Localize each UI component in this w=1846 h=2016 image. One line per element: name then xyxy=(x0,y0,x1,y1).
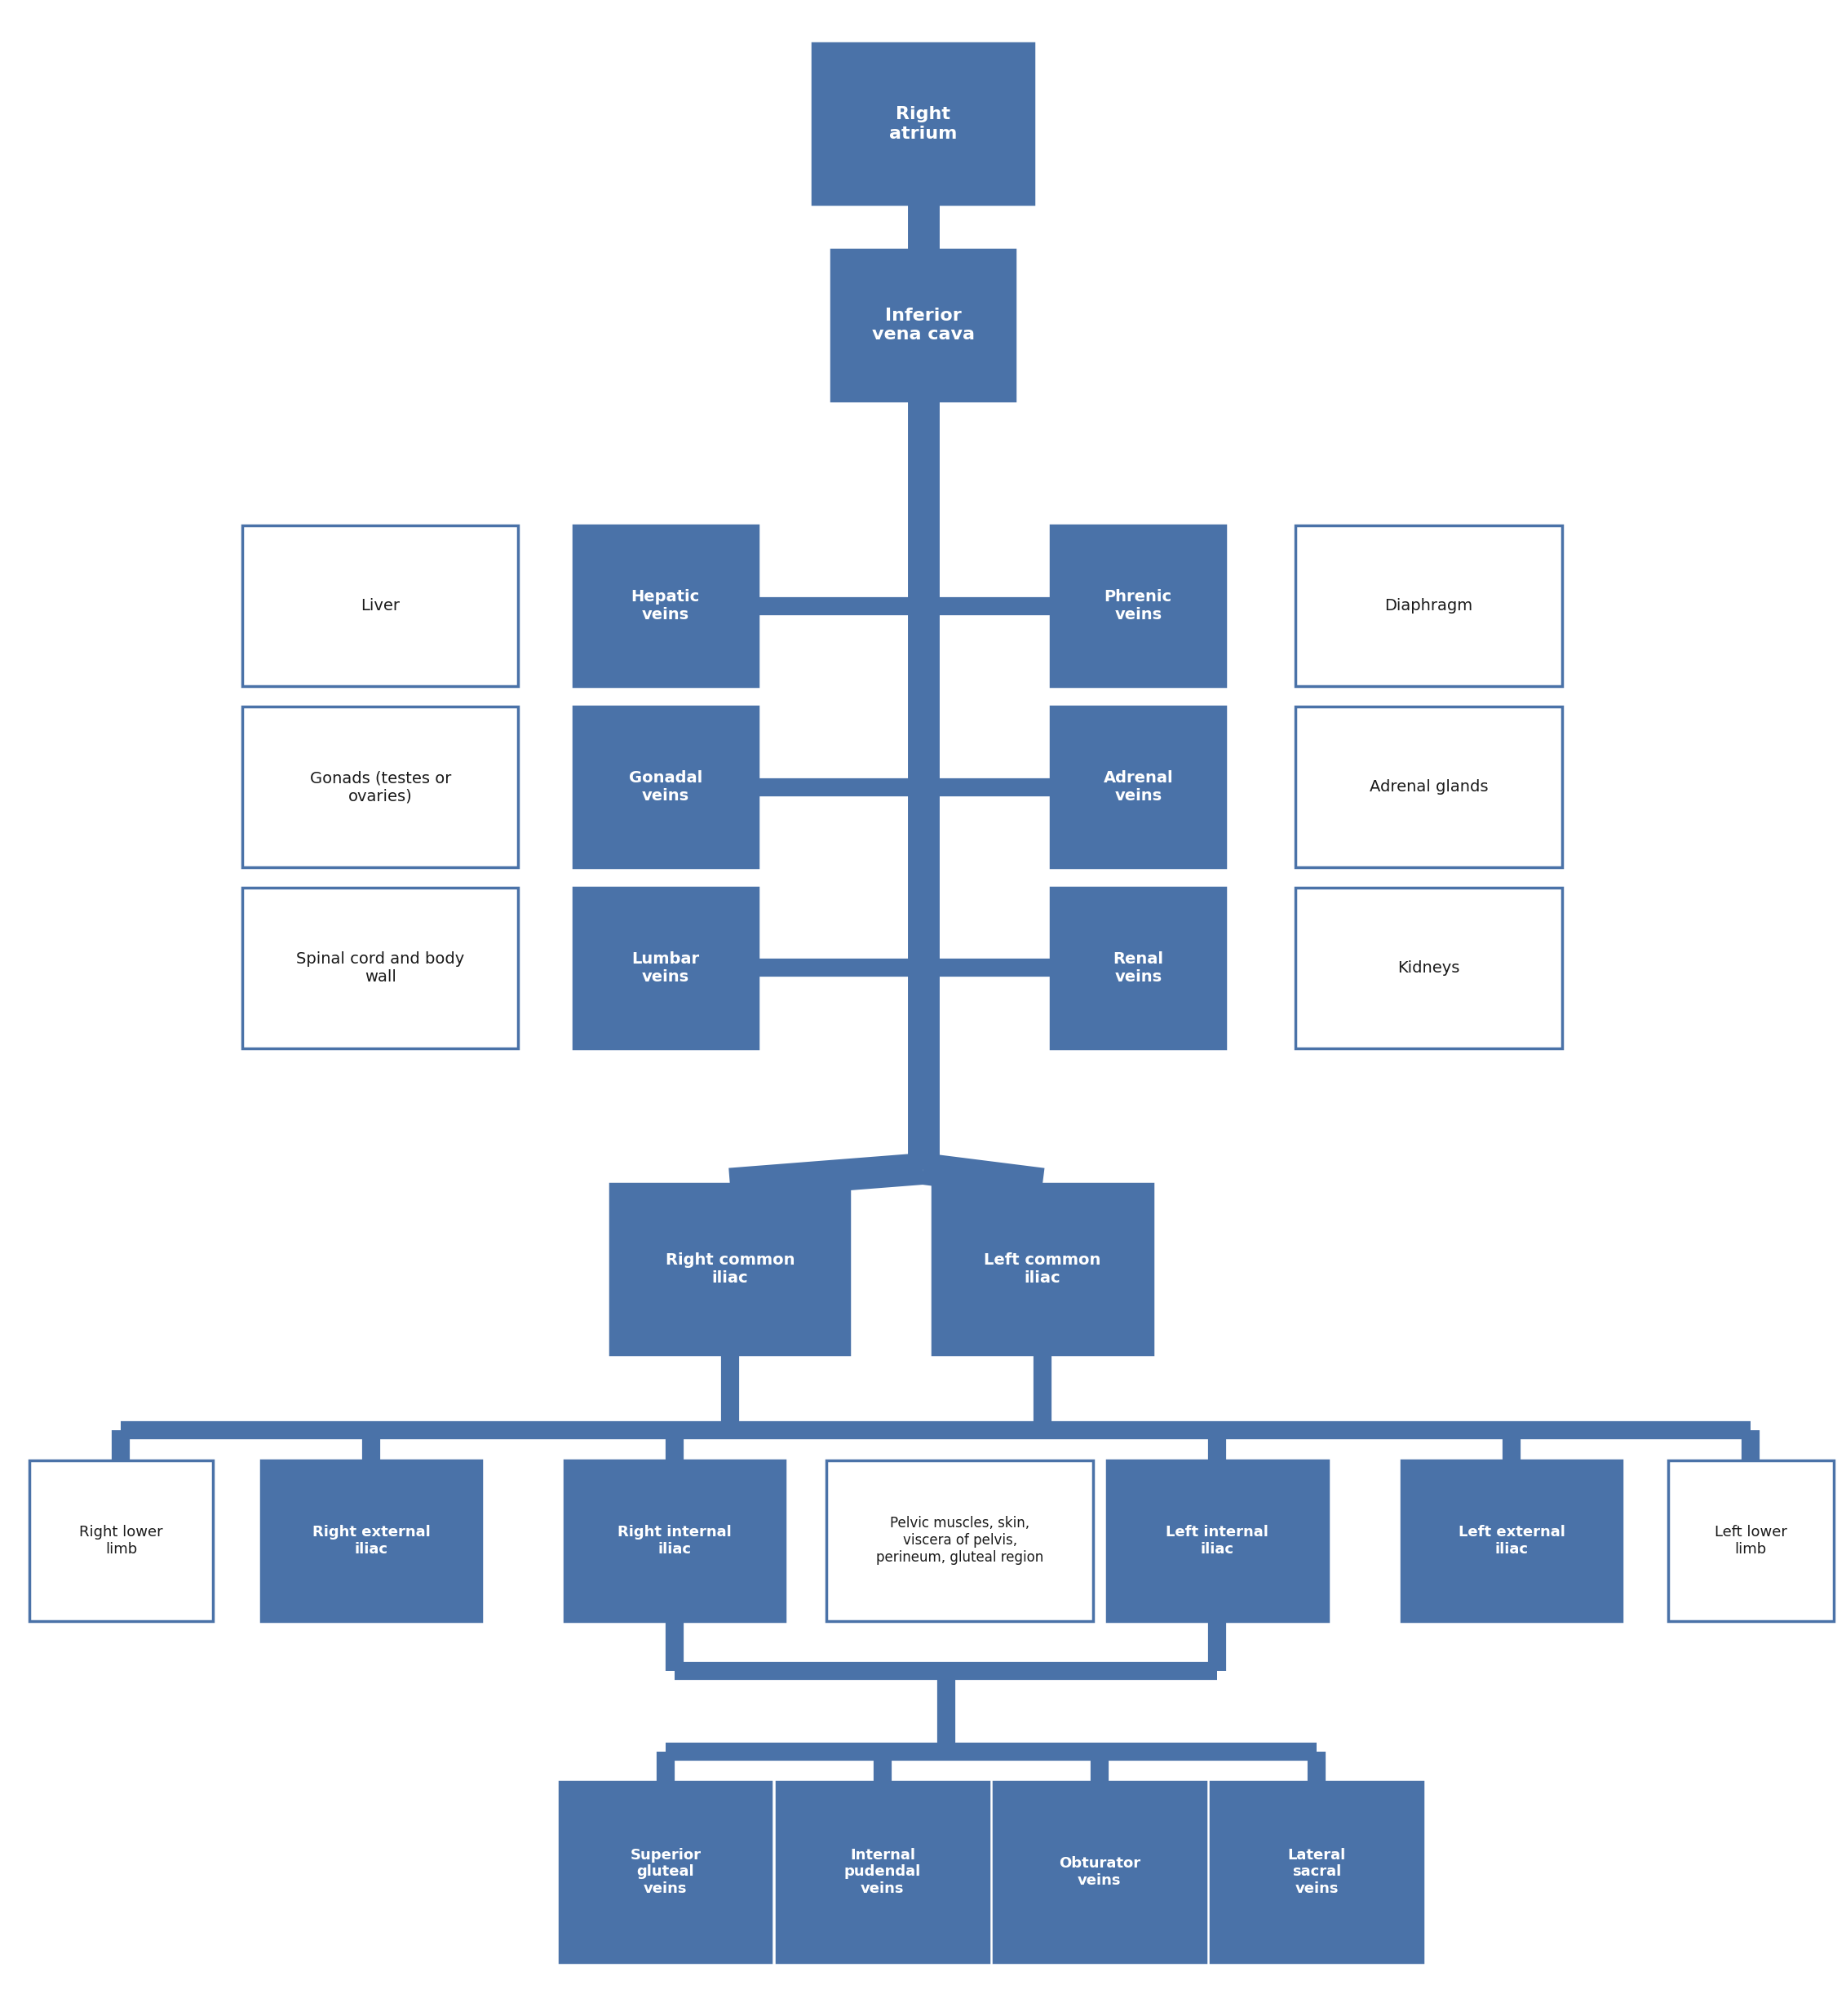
Text: Pelvic muscles, skin,
viscera of pelvis,
perineum, gluteal region: Pelvic muscles, skin, viscera of pelvis,… xyxy=(877,1516,1043,1564)
FancyBboxPatch shape xyxy=(827,1460,1093,1621)
Text: Adrenal glands: Adrenal glands xyxy=(1370,780,1488,794)
Text: Internal
pudendal
veins: Internal pudendal veins xyxy=(844,1847,921,1897)
FancyBboxPatch shape xyxy=(932,1183,1154,1355)
FancyBboxPatch shape xyxy=(574,708,757,867)
FancyBboxPatch shape xyxy=(1296,708,1562,867)
FancyBboxPatch shape xyxy=(831,250,1015,401)
FancyBboxPatch shape xyxy=(242,887,519,1048)
FancyBboxPatch shape xyxy=(1050,526,1226,687)
Text: Right
atrium: Right atrium xyxy=(890,107,956,141)
FancyBboxPatch shape xyxy=(242,526,519,687)
Text: Gonadal
veins: Gonadal veins xyxy=(629,770,701,804)
Text: Liver: Liver xyxy=(360,599,401,615)
FancyBboxPatch shape xyxy=(812,44,1034,204)
Text: Lumbar
veins: Lumbar veins xyxy=(631,952,700,984)
FancyBboxPatch shape xyxy=(1296,887,1562,1048)
Text: Right lower
limb: Right lower limb xyxy=(79,1524,162,1556)
Text: Right internal
iliac: Right internal iliac xyxy=(618,1524,731,1556)
FancyBboxPatch shape xyxy=(993,1782,1205,1962)
Text: Renal
veins: Renal veins xyxy=(1113,952,1163,984)
Text: Left lower
limb: Left lower limb xyxy=(1715,1524,1787,1556)
Text: Left external
iliac: Left external iliac xyxy=(1458,1524,1565,1556)
Text: Lateral
sacral
veins: Lateral sacral veins xyxy=(1287,1847,1346,1897)
Text: Obturator
veins: Obturator veins xyxy=(1060,1857,1141,1887)
FancyBboxPatch shape xyxy=(1211,1782,1423,1962)
Text: Diaphragm: Diaphragm xyxy=(1384,599,1473,615)
FancyBboxPatch shape xyxy=(1401,1460,1623,1621)
Text: Left internal
iliac: Left internal iliac xyxy=(1167,1524,1268,1556)
FancyBboxPatch shape xyxy=(777,1782,988,1962)
Text: Left common
iliac: Left common iliac xyxy=(984,1252,1100,1286)
Text: Kidneys: Kidneys xyxy=(1397,960,1460,976)
FancyBboxPatch shape xyxy=(574,887,757,1048)
Text: Adrenal
veins: Adrenal veins xyxy=(1104,770,1172,804)
FancyBboxPatch shape xyxy=(1669,1460,1833,1621)
FancyBboxPatch shape xyxy=(1108,1460,1327,1621)
FancyBboxPatch shape xyxy=(260,1460,482,1621)
FancyBboxPatch shape xyxy=(565,1460,785,1621)
Text: Right common
iliac: Right common iliac xyxy=(665,1252,794,1286)
Text: Inferior
vena cava: Inferior vena cava xyxy=(871,306,975,343)
FancyBboxPatch shape xyxy=(574,526,757,687)
FancyBboxPatch shape xyxy=(30,1460,212,1621)
FancyBboxPatch shape xyxy=(611,1183,849,1355)
FancyBboxPatch shape xyxy=(559,1782,772,1962)
FancyBboxPatch shape xyxy=(1050,708,1226,867)
Text: Hepatic
veins: Hepatic veins xyxy=(631,589,700,623)
FancyBboxPatch shape xyxy=(1296,526,1562,687)
Text: Gonads (testes or
ovaries): Gonads (testes or ovaries) xyxy=(310,770,450,804)
Text: Phrenic
veins: Phrenic veins xyxy=(1104,589,1172,623)
Text: Spinal cord and body
wall: Spinal cord and body wall xyxy=(297,952,465,984)
Text: Superior
gluteal
veins: Superior gluteal veins xyxy=(629,1847,701,1897)
Text: Right external
iliac: Right external iliac xyxy=(312,1524,430,1556)
FancyBboxPatch shape xyxy=(1050,887,1226,1048)
FancyBboxPatch shape xyxy=(242,708,519,867)
